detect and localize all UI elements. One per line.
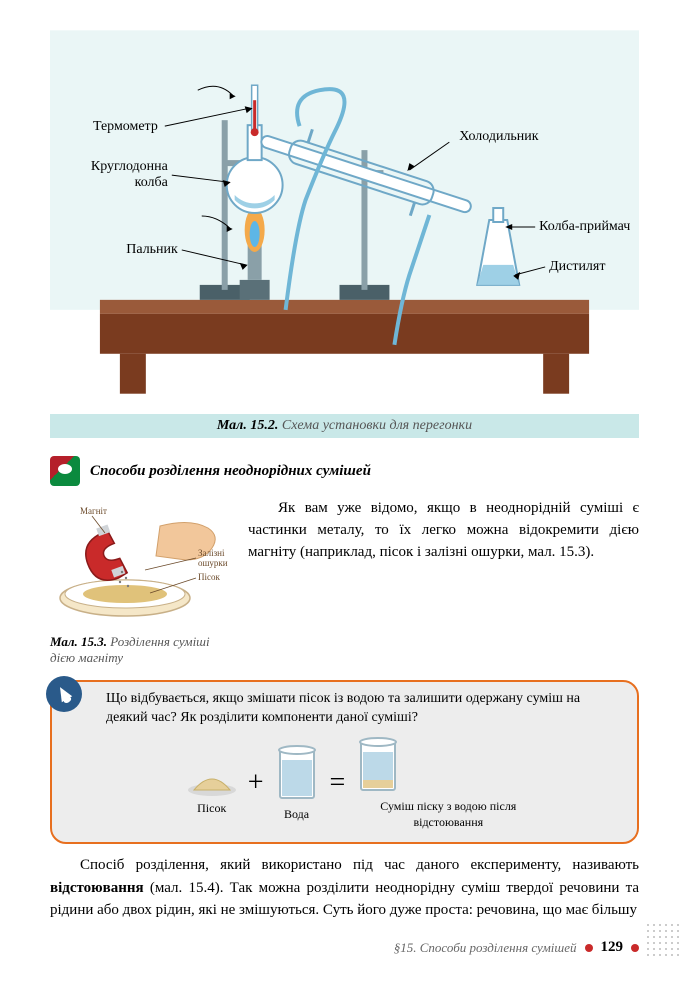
mix-label: Суміш піску з водою після відстоювання <box>353 798 543 830</box>
figure-15-2-caption: Мал. 15.2. Схема установки для перегонки <box>50 414 639 438</box>
label-round-flask: Круглодонна <box>91 159 169 174</box>
section-title: Способи розділення неоднорідних сумішей <box>90 463 371 480</box>
paragraph-settling: Спосіб розділення, який використано під … <box>50 854 639 922</box>
figure-15-3: Магніт Залізні ошурки Пісок Мал. 15.3. Р… <box>50 498 230 666</box>
dot-icon <box>585 944 593 952</box>
equals-sign: = <box>328 764 348 802</box>
svg-text:колба: колба <box>135 175 169 190</box>
caption-num: Мал. 15.2. <box>217 418 278 433</box>
footer-chapter: §15. Способи розділення сумішей <box>394 940 577 956</box>
sand-label: Пісок <box>184 800 240 816</box>
question-box: Що відбувається, якщо змішати пісок із в… <box>50 680 639 844</box>
caption-num: Мал. 15.3. <box>50 634 107 649</box>
paragraph-magnet: Як вам уже відомо, якщо в неоднорідній с… <box>248 498 639 563</box>
textbook-page: Термометр Круглодонна колба Пальник Холо… <box>0 0 689 984</box>
label-burner: Пальник <box>126 242 178 257</box>
shuttlecock-icon <box>46 676 82 712</box>
page-number: 129 <box>601 939 624 956</box>
figure-15-3-caption: Мал. 15.3. Розділення суміші дією магніт… <box>50 634 230 666</box>
svg-text:ошурки: ошурки <box>198 558 228 568</box>
label-thermometer: Термометр <box>93 119 158 134</box>
label-distillate: Дистилят <box>549 259 605 274</box>
figure-15-3-block: Магніт Залізні ошурки Пісок Мал. 15.3. Р… <box>50 498 639 666</box>
pile-sand: Пісок <box>184 750 240 816</box>
beaker-mix: Суміш піску з водою після відстоювання <box>353 736 543 830</box>
question-text: Що відбувається, якщо змішати пісок із в… <box>106 690 621 728</box>
p2-pre: Спосіб розділення, який використано під … <box>80 857 639 873</box>
dot-icon <box>631 944 639 952</box>
plus-sign: + <box>246 764 266 802</box>
label-receiver: Колба-приймач <box>539 219 630 234</box>
leaf-icon <box>50 456 80 486</box>
page-footer: §15. Способи розділення сумішей 129 <box>0 939 689 956</box>
magnet-label: Магніт <box>80 506 107 516</box>
p2-bold: відстоювання <box>50 880 144 896</box>
magnet-separation-svg: Магніт Залізні ошурки Пісок <box>50 498 230 628</box>
section-heading: Способи розділення неоднорідних сумішей <box>50 456 639 486</box>
filings-label: Залізні <box>198 548 225 558</box>
figure-15-2: Термометр Круглодонна колба Пальник Холо… <box>50 30 639 438</box>
beaker-water: Вода <box>272 744 322 822</box>
corner-dots <box>645 922 683 960</box>
water-label: Вода <box>272 806 322 822</box>
beaker-equation: Пісок + Вода = <box>106 736 621 830</box>
sand-small-label: Пісок <box>198 572 220 582</box>
distillation-apparatus-svg: Термометр Круглодонна колба Пальник Холо… <box>50 30 639 410</box>
caption-text: Схема установки для перегонки <box>282 418 472 433</box>
label-condenser: Холодильник <box>459 129 538 144</box>
page-content: Термометр Круглодонна колба Пальник Холо… <box>0 0 689 922</box>
